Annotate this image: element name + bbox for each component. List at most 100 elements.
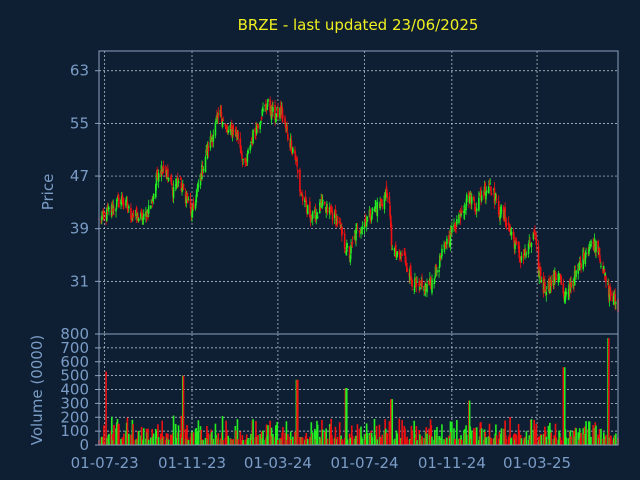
- candle-body: [128, 206, 130, 209]
- volume-bar: [147, 428, 149, 445]
- candle-body: [217, 112, 220, 118]
- candle-body: [147, 212, 149, 216]
- candle-body: [192, 201, 195, 210]
- volume-bar: [172, 415, 175, 445]
- candle-body: [215, 118, 217, 122]
- candle-body: [595, 241, 597, 252]
- candle-body: [123, 203, 125, 205]
- candle-body: [170, 177, 173, 185]
- volume-bar: [267, 425, 269, 445]
- volume-bar: [401, 420, 403, 445]
- volume-bar: [603, 432, 605, 445]
- volume-bar: [113, 424, 115, 445]
- candle-body: [241, 159, 244, 162]
- candle-body: [495, 199, 498, 201]
- volume-tick-label: 0: [79, 436, 89, 454]
- candle-body: [555, 277, 558, 280]
- candle-body: [152, 193, 155, 200]
- candle-body: [187, 199, 190, 201]
- candle-body: [499, 215, 501, 220]
- volume-bar: [187, 440, 190, 445]
- candle-body: [299, 191, 302, 193]
- volume-bar: [592, 425, 594, 445]
- candle-body: [463, 208, 466, 214]
- candle-body: [338, 221, 341, 224]
- volume-bar: [518, 430, 521, 445]
- price-panel: 63 55 47 39 31 Price: [39, 50, 619, 335]
- volume-bar: [292, 436, 294, 445]
- volume-bar: [103, 425, 105, 445]
- candle-body: [538, 269, 540, 278]
- x-axis-ticks: 01-07-23 01-11-23 01-03-24 01-07-24 01-11-24…: [71, 454, 571, 472]
- volume-bar: [570, 436, 572, 445]
- volume-bar: [242, 440, 244, 445]
- candle-body: [444, 242, 447, 248]
- candle-body: [147, 205, 150, 214]
- candle-body: [177, 177, 179, 183]
- volume-bar: [277, 440, 279, 445]
- candle-body: [448, 235, 450, 244]
- candle-body: [449, 229, 452, 247]
- candle-body: [316, 216, 319, 219]
- price-y-ticks: 63 55 47 39 31: [70, 62, 99, 290]
- volume-bar: [140, 426, 143, 445]
- candle-body: [360, 229, 363, 231]
- volume-bar: [490, 438, 493, 445]
- candle-body: [602, 267, 604, 274]
- candle-body: [344, 250, 347, 252]
- candle-body: [175, 182, 178, 188]
- volume-bar: [211, 431, 213, 445]
- candle-body: [272, 107, 274, 112]
- volume-bar: [430, 425, 433, 445]
- volume-bar: [338, 422, 341, 445]
- candle-body: [275, 113, 278, 118]
- candle-body: [101, 217, 103, 221]
- candle-body: [544, 290, 547, 294]
- candle-body: [284, 117, 286, 123]
- candle-body: [247, 150, 249, 154]
- candle-body: [458, 210, 461, 212]
- volume-bar: [167, 433, 169, 445]
- volume-bar: [545, 436, 548, 445]
- candle-body: [316, 214, 318, 216]
- volume-bar: [222, 440, 225, 445]
- candle-body: [341, 226, 343, 236]
- volume-bar: [510, 437, 513, 445]
- candle-body: [512, 232, 515, 239]
- volume-tick-label: 800: [60, 325, 89, 343]
- candle-body: [564, 291, 567, 301]
- candle-body: [299, 169, 301, 192]
- candle-body: [162, 169, 164, 171]
- volume-bar: [111, 434, 114, 445]
- volume-bar: [500, 428, 503, 445]
- volume-bar: [488, 423, 491, 445]
- x-tick-label: 01-03-25: [503, 454, 571, 472]
- volume-bar: [356, 424, 359, 445]
- candle-body: [604, 272, 607, 277]
- candle-body: [155, 172, 158, 187]
- candle-body: [346, 246, 349, 248]
- candle-body: [473, 196, 475, 201]
- candle-body: [434, 280, 436, 282]
- candle-body: [227, 130, 230, 133]
- volume-bar: [515, 435, 518, 445]
- candle-body: [315, 215, 318, 220]
- candle-body: [294, 154, 297, 161]
- candle-body: [274, 104, 276, 121]
- candle-body: [416, 281, 418, 283]
- candle-body: [331, 206, 333, 213]
- candle-body: [445, 246, 447, 248]
- volume-bar: [598, 429, 601, 445]
- candle-body: [167, 168, 169, 178]
- price-tick-label: 31: [70, 272, 89, 290]
- candle-body: [549, 292, 551, 294]
- candle-body: [438, 255, 441, 267]
- volume-bar: [396, 433, 398, 445]
- candle-body: [498, 212, 501, 218]
- candle-body: [360, 232, 362, 234]
- volume-bar: [167, 439, 170, 445]
- candle-body: [376, 201, 379, 217]
- candle-body: [116, 197, 119, 199]
- volume-bar: [326, 438, 329, 445]
